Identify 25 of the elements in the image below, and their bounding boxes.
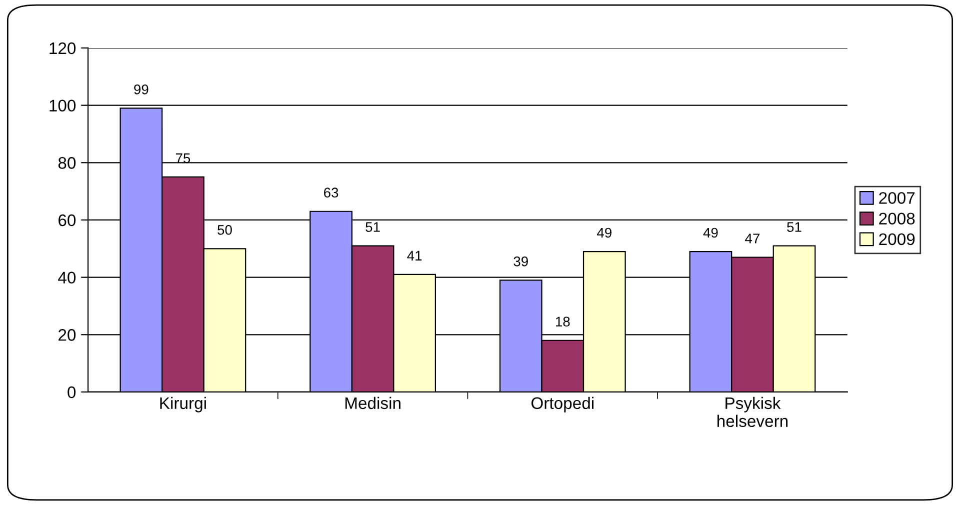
legend-label: 2009 xyxy=(879,233,915,246)
y-tick-label: 0 xyxy=(68,386,76,398)
x-tick-label: Medisin xyxy=(345,396,400,410)
data-label: 47 xyxy=(745,234,760,244)
data-label: 41 xyxy=(407,250,422,260)
y-tick-label: 20 xyxy=(58,329,76,341)
x-tick-label: Ortopedi xyxy=(531,396,594,412)
y-tick-label: 120 xyxy=(50,42,76,54)
y-tick-label: 80 xyxy=(58,157,76,169)
data-label: 51 xyxy=(787,222,802,232)
x-tick-label: Psykisk helsevern xyxy=(718,396,788,428)
legend-label: 2007 xyxy=(879,192,915,204)
data-label: 49 xyxy=(596,228,612,238)
data-label: 51 xyxy=(366,222,380,232)
data-label: 50 xyxy=(218,224,232,235)
data-label: 49 xyxy=(703,228,718,238)
data-label: 18 xyxy=(556,316,570,327)
y-tick-label: 40 xyxy=(58,272,76,284)
data-label: 39 xyxy=(514,256,528,266)
y-tick-label: 60 xyxy=(58,214,76,226)
x-tick-label: Kirurgi xyxy=(160,396,206,412)
y-tick-label: 100 xyxy=(50,100,76,112)
data-label: 63 xyxy=(324,188,338,198)
data-label: 99 xyxy=(134,84,148,94)
legend-label: 2008 xyxy=(879,212,915,224)
